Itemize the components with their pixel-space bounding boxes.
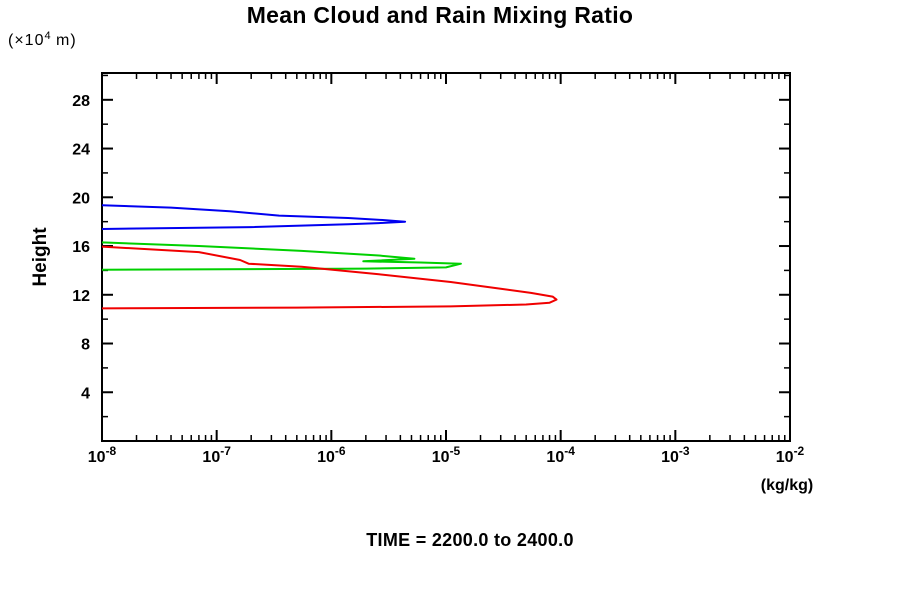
x-tick-label: 10-2: [776, 444, 805, 466]
plot-frame: [101, 72, 791, 442]
x-tick-label: 10-7: [202, 444, 231, 466]
y-tick-label: 4: [81, 385, 90, 402]
y-tick-label: 24: [72, 142, 90, 159]
red-profile-curve: [101, 245, 558, 310]
time-annotation: TIME = 2200.0 to 2400.0: [366, 530, 574, 550]
y-tick-label: 8: [81, 337, 90, 354]
y-tick-label: 28: [72, 93, 90, 110]
y-axis-unit-label: (×104 m): [8, 30, 77, 50]
x-tick-label: 10-6: [317, 444, 346, 466]
y-tick-label: 16: [72, 239, 90, 256]
y-unit-prefix: (×10: [8, 32, 45, 49]
y-unit-suffix: m): [50, 32, 77, 49]
x-tick-label: 10-8: [88, 444, 117, 466]
y-unit-exponent: 4: [44, 30, 51, 42]
blue-profile-curve: [101, 204, 407, 230]
green-profile-curve: [101, 241, 462, 271]
x-axis-unit-label: (kg/kg): [760, 477, 814, 494]
x-tick-label: 10-4: [546, 444, 575, 466]
y-tick-label: 20: [72, 190, 90, 207]
y-tick-label: 12: [72, 288, 90, 305]
x-tick-label: 10-5: [432, 444, 461, 466]
chart-title: Mean Cloud and Rain Mixing Ratio: [246, 2, 634, 28]
x-tick-label: 10-3: [661, 444, 690, 466]
